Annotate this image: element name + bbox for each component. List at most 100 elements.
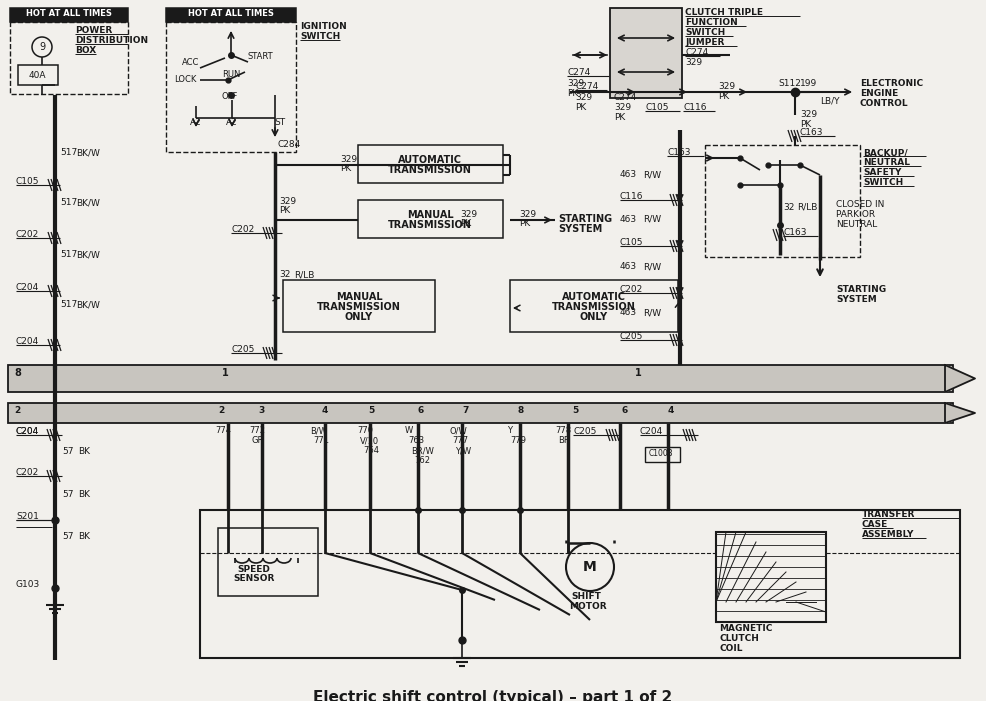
Text: DISTRIBUTION: DISTRIBUTION xyxy=(75,36,148,45)
Text: C274: C274 xyxy=(575,82,599,91)
Text: R/W: R/W xyxy=(643,215,662,224)
Text: TRANSMISSION: TRANSMISSION xyxy=(317,302,401,312)
Text: 57: 57 xyxy=(62,490,74,499)
Bar xyxy=(510,280,678,332)
Text: 1: 1 xyxy=(635,368,642,378)
Text: 463: 463 xyxy=(620,262,637,271)
Text: CONTROL: CONTROL xyxy=(860,99,909,108)
Text: C163: C163 xyxy=(800,128,823,137)
Text: PARK OR: PARK OR xyxy=(836,210,876,219)
Bar xyxy=(18,65,58,85)
Text: 329: 329 xyxy=(614,103,631,112)
Text: PK: PK xyxy=(718,92,730,101)
Text: 774: 774 xyxy=(215,426,231,435)
Text: 764: 764 xyxy=(363,446,379,455)
Text: OFF: OFF xyxy=(221,92,238,101)
Text: SWITCH: SWITCH xyxy=(863,178,903,187)
Text: TRANSMISSION: TRANSMISSION xyxy=(552,302,636,312)
Bar xyxy=(10,22,128,94)
Text: 3: 3 xyxy=(258,406,264,415)
Text: 199: 199 xyxy=(800,79,817,88)
Text: CLUTCH TRIPLE: CLUTCH TRIPLE xyxy=(685,8,763,17)
Text: C202: C202 xyxy=(620,285,643,294)
Text: 517: 517 xyxy=(60,198,77,207)
Text: R/W: R/W xyxy=(643,262,662,271)
Text: 5: 5 xyxy=(572,406,578,415)
Text: 5: 5 xyxy=(368,406,375,415)
Text: LB/Y: LB/Y xyxy=(820,96,839,105)
Text: JUMPER: JUMPER xyxy=(685,38,725,47)
Text: TRANSFER: TRANSFER xyxy=(862,510,915,519)
Text: AUTOMATIC: AUTOMATIC xyxy=(398,155,462,165)
Text: 8: 8 xyxy=(14,368,21,378)
Text: C204: C204 xyxy=(16,427,39,436)
Text: PK: PK xyxy=(460,219,471,228)
Text: C205: C205 xyxy=(231,345,254,354)
Text: SENSOR: SENSOR xyxy=(234,574,275,583)
Bar xyxy=(645,447,680,462)
Text: 6: 6 xyxy=(622,406,628,415)
Text: 779: 779 xyxy=(510,436,526,445)
Text: CLUTCH: CLUTCH xyxy=(719,634,759,643)
Text: HOT AT ALL TIMES: HOT AT ALL TIMES xyxy=(188,9,274,18)
Text: PK: PK xyxy=(575,103,587,112)
Bar xyxy=(166,8,296,22)
Bar xyxy=(610,8,682,98)
Text: BK/W: BK/W xyxy=(76,198,100,207)
Text: W: W xyxy=(405,426,413,435)
Text: ONLY: ONLY xyxy=(345,312,373,322)
Text: 329: 329 xyxy=(567,79,584,88)
Text: Y: Y xyxy=(507,426,512,435)
Text: 329: 329 xyxy=(279,197,296,206)
Text: STARTING: STARTING xyxy=(558,214,612,224)
Text: ONLY: ONLY xyxy=(580,312,608,322)
Text: 4: 4 xyxy=(322,406,328,415)
Bar xyxy=(10,8,128,22)
Text: 57: 57 xyxy=(62,532,74,541)
Text: C204: C204 xyxy=(16,283,39,292)
Text: CASE: CASE xyxy=(862,520,888,529)
Text: 329: 329 xyxy=(718,82,736,91)
Text: LOCK: LOCK xyxy=(174,75,196,84)
Text: HOT AT ALL TIMES: HOT AT ALL TIMES xyxy=(26,9,112,18)
Text: BK/W: BK/W xyxy=(76,300,100,309)
Text: C105: C105 xyxy=(620,238,644,247)
Text: PK: PK xyxy=(519,219,530,228)
Text: NEUTRAL: NEUTRAL xyxy=(836,220,878,229)
Text: S201: S201 xyxy=(16,512,38,521)
Text: R/W: R/W xyxy=(643,308,662,317)
Text: C204: C204 xyxy=(640,427,664,436)
Text: MAGNETIC: MAGNETIC xyxy=(719,624,772,633)
Text: 517: 517 xyxy=(60,250,77,259)
Text: BOX: BOX xyxy=(75,46,97,55)
Text: RUN: RUN xyxy=(222,70,241,79)
Text: PK: PK xyxy=(340,164,351,173)
Text: 329: 329 xyxy=(800,110,817,119)
Text: G103: G103 xyxy=(16,580,40,589)
Text: 329: 329 xyxy=(685,58,702,67)
Text: BR: BR xyxy=(558,436,570,445)
Bar xyxy=(358,145,503,183)
Text: COIL: COIL xyxy=(719,644,742,653)
Text: B/W: B/W xyxy=(310,426,327,435)
Text: SYSTEM: SYSTEM xyxy=(836,295,877,304)
Text: PK: PK xyxy=(567,89,578,98)
Text: MOTOR: MOTOR xyxy=(569,602,606,611)
Bar xyxy=(8,365,953,392)
Text: ELECTRONIC: ELECTRONIC xyxy=(860,79,923,88)
Bar xyxy=(200,510,960,658)
Text: BK/W: BK/W xyxy=(76,250,100,259)
Bar xyxy=(716,532,826,622)
Text: M: M xyxy=(583,560,597,574)
Text: BK: BK xyxy=(78,490,90,499)
Text: C274: C274 xyxy=(614,93,637,102)
Text: PK: PK xyxy=(614,113,625,122)
Text: C202: C202 xyxy=(231,225,254,234)
Text: 463: 463 xyxy=(620,170,637,179)
Text: SWITCH: SWITCH xyxy=(300,32,340,41)
Text: C274: C274 xyxy=(685,48,708,57)
Text: ASSEMBLY: ASSEMBLY xyxy=(862,530,914,539)
Bar xyxy=(358,200,503,238)
Text: SYSTEM: SYSTEM xyxy=(558,224,602,234)
Text: 778: 778 xyxy=(555,426,571,435)
